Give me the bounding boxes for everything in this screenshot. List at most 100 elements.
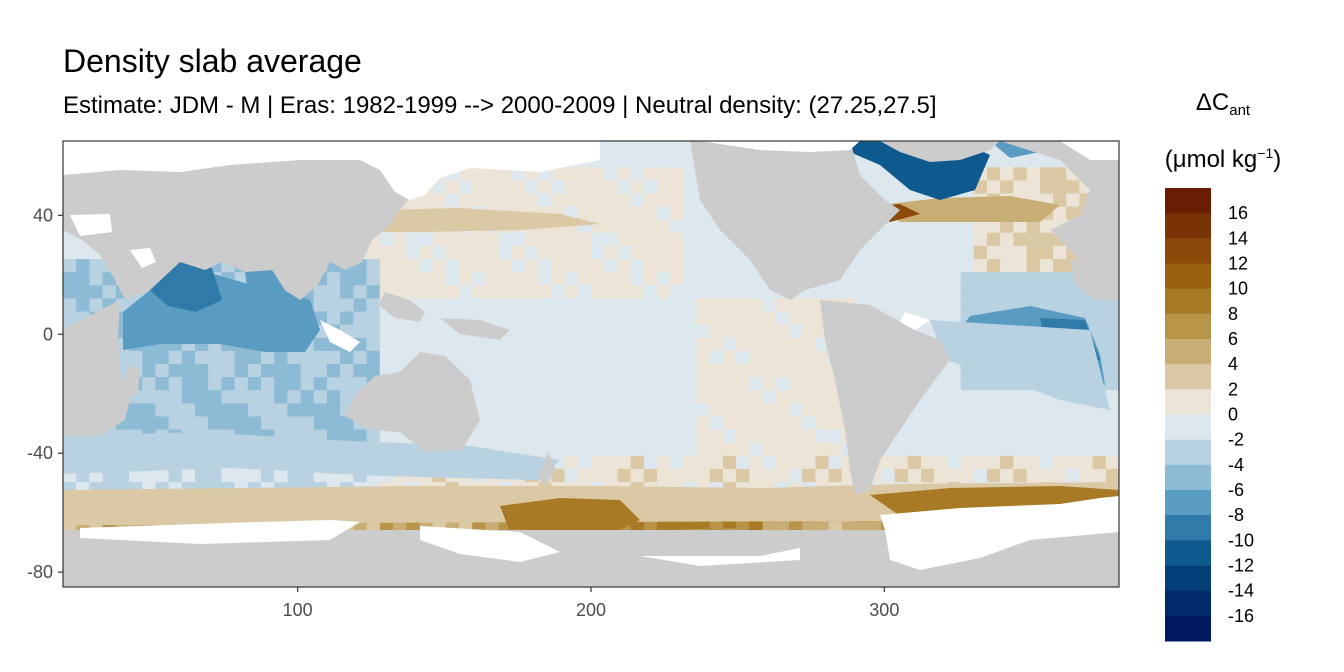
ocean-cell: [591, 206, 605, 221]
ocean-cell: [643, 232, 658, 247]
ocean-cell: [696, 324, 711, 339]
ocean-cell: [472, 337, 486, 352]
ocean-cell: [1026, 442, 1041, 457]
ocean-cell: [366, 285, 381, 299]
ocean-cell: [934, 442, 948, 457]
ocean-cell: [604, 324, 618, 339]
ocean-cell: [379, 350, 394, 365]
ocean-cell: [577, 180, 592, 195]
ocean-cell: [538, 390, 552, 404]
ocean-cell: [749, 337, 764, 352]
y-tick-label: -80: [27, 562, 53, 582]
ocean-cell: [617, 377, 632, 391]
ocean-cell: [657, 311, 671, 326]
ocean-cell: [551, 285, 566, 299]
ocean-cell: [155, 390, 170, 404]
ocean-cell: [511, 272, 526, 286]
ocean-cell: [1026, 455, 1041, 470]
ocean-cell: [709, 429, 724, 444]
ocean-cell: [538, 350, 552, 365]
legend-swatch: [1165, 464, 1211, 491]
ocean-cell: [1026, 167, 1041, 181]
ocean-cell: [960, 219, 975, 234]
ocean-cell: [855, 272, 869, 286]
ocean-cell: [762, 298, 777, 313]
ocean-cell: [1013, 468, 1028, 483]
ocean-cell: [485, 429, 500, 444]
ocean-cell: [894, 429, 909, 444]
ocean-cell: [802, 298, 816, 313]
ocean-cell: [261, 350, 275, 365]
ocean-cell: [736, 403, 750, 418]
ocean-cell: [630, 442, 645, 457]
ocean-cell: [261, 377, 275, 391]
ocean-cell: [591, 167, 605, 181]
ocean-cell: [921, 429, 935, 444]
y-tick-label: 0: [43, 324, 53, 344]
legend-swatch: [1165, 288, 1211, 315]
ocean-cell: [577, 403, 592, 418]
ocean-cell: [670, 154, 684, 168]
ocean-cell: [459, 337, 473, 352]
ice-indonesian-passage: [320, 320, 360, 352]
ocean-cell: [617, 219, 632, 234]
ocean-cell: [261, 364, 275, 378]
ocean-cell: [921, 442, 935, 457]
ocean-cell: [709, 285, 724, 299]
ocean-cell: [155, 350, 170, 365]
ocean-cell: [604, 141, 618, 155]
ocean-cell: [894, 259, 909, 273]
ocean-cell: [1039, 285, 1054, 299]
ocean-cell: [366, 350, 381, 365]
ocean-cell: [775, 364, 790, 378]
ocean-cell: [683, 219, 698, 234]
ocean-cell: [313, 416, 328, 431]
ocean-cell: [947, 219, 962, 234]
ocean-cell: [168, 377, 183, 391]
ocean-cell: [709, 311, 724, 326]
ocean-cell: [643, 390, 658, 404]
ocean-cell: [630, 154, 645, 168]
ocean-cell: [1039, 455, 1054, 470]
ocean-cell: [511, 416, 526, 431]
ocean-cell: [155, 377, 170, 391]
ocean-cell: [340, 311, 354, 326]
ocean-cell: [1053, 442, 1067, 457]
ocean-cell: [300, 416, 315, 431]
legend-title-subscript: ant: [1229, 102, 1251, 119]
ocean-cell: [142, 468, 156, 483]
ocean-cell: [393, 232, 407, 247]
ocean-cell: [643, 180, 658, 195]
ocean-cell: [947, 245, 962, 260]
ocean-cell: [683, 455, 698, 470]
ocean-cell: [591, 298, 605, 313]
ocean-cell: [511, 180, 526, 195]
ocean-cell: [485, 364, 500, 378]
ocean-cell: [657, 219, 671, 234]
ocean-cell: [894, 245, 909, 260]
ocean-cell: [657, 232, 671, 247]
ocean-cell: [485, 337, 500, 352]
ocean-cell: [1026, 232, 1041, 247]
ocean-cell: [1053, 468, 1067, 483]
ocean-cell: [525, 377, 539, 391]
ocean-cell: [525, 416, 539, 431]
ocean-cell: [723, 416, 737, 431]
ocean-cell: [604, 206, 618, 221]
ocean-cell: [749, 390, 764, 404]
ocean-cell: [723, 468, 737, 483]
ocean-cell: [789, 324, 803, 339]
ocean-cell: [907, 429, 922, 444]
ocean-cell: [604, 455, 618, 470]
ocean-cell: [696, 468, 711, 483]
ocean-cell: [1026, 416, 1041, 431]
ocean-cell: [1053, 272, 1067, 286]
ocean-cell: [630, 468, 645, 483]
ocean-cell: [617, 324, 632, 339]
ocean-cell: [960, 468, 975, 483]
ocean-cell: [313, 337, 328, 352]
ocean-cell: [973, 377, 988, 391]
ocean-cell: [419, 259, 434, 273]
ice-arctic-asia: [63, 141, 600, 200]
